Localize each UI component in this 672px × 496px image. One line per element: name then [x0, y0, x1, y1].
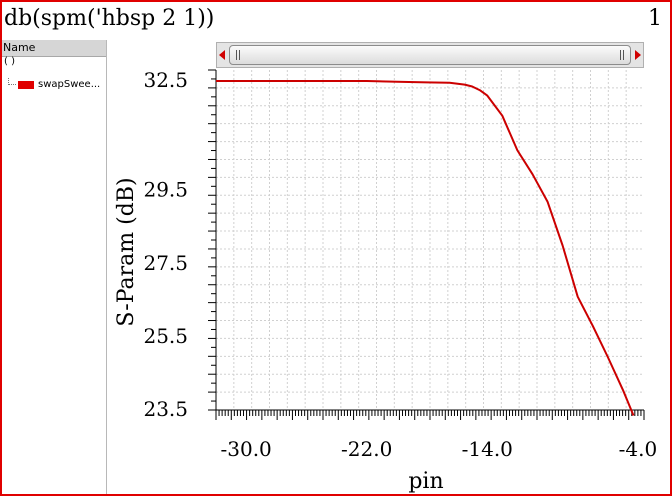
- y-axis-label: S-Param (dB): [114, 177, 139, 326]
- x-tick-label: -30.0: [220, 437, 271, 461]
- y-tick-label: 29.5: [143, 178, 188, 202]
- page-number: 1: [648, 6, 662, 31]
- legend-group-label: ( ): [4, 56, 15, 67]
- legend-swatch: [18, 81, 34, 89]
- scroll-left-arrow-icon[interactable]: [219, 50, 225, 60]
- y-tick-label: 27.5: [143, 251, 188, 275]
- legend-item-label: swapSwee...: [38, 79, 101, 90]
- legend-panel: Name ( ) swapSwee...: [2, 40, 107, 494]
- legend-item[interactable]: swapSwee...: [6, 78, 106, 92]
- y-tick-label: 23.5: [143, 397, 188, 421]
- grip-icon: [236, 50, 240, 60]
- x-axis-label: pin: [408, 469, 443, 494]
- tree-connector: [8, 78, 16, 85]
- x-tick-label: -22.0: [341, 437, 392, 461]
- series-line: [216, 80, 635, 416]
- x-tick-label: -14.0: [462, 437, 513, 461]
- scroll-right-arrow-icon[interactable]: [635, 50, 641, 60]
- horizontal-scrollbar[interactable]: [216, 42, 644, 68]
- y-tick-label: 32.5: [143, 68, 188, 92]
- x-tick-label: -4.0: [619, 437, 658, 461]
- legend-header: Name: [2, 40, 106, 57]
- grip-icon: [620, 50, 624, 60]
- y-tick-label: 25.5: [143, 324, 188, 348]
- chart-title: db(spm('hbsp 2 1)): [4, 6, 215, 31]
- scroll-thumb[interactable]: [229, 45, 631, 65]
